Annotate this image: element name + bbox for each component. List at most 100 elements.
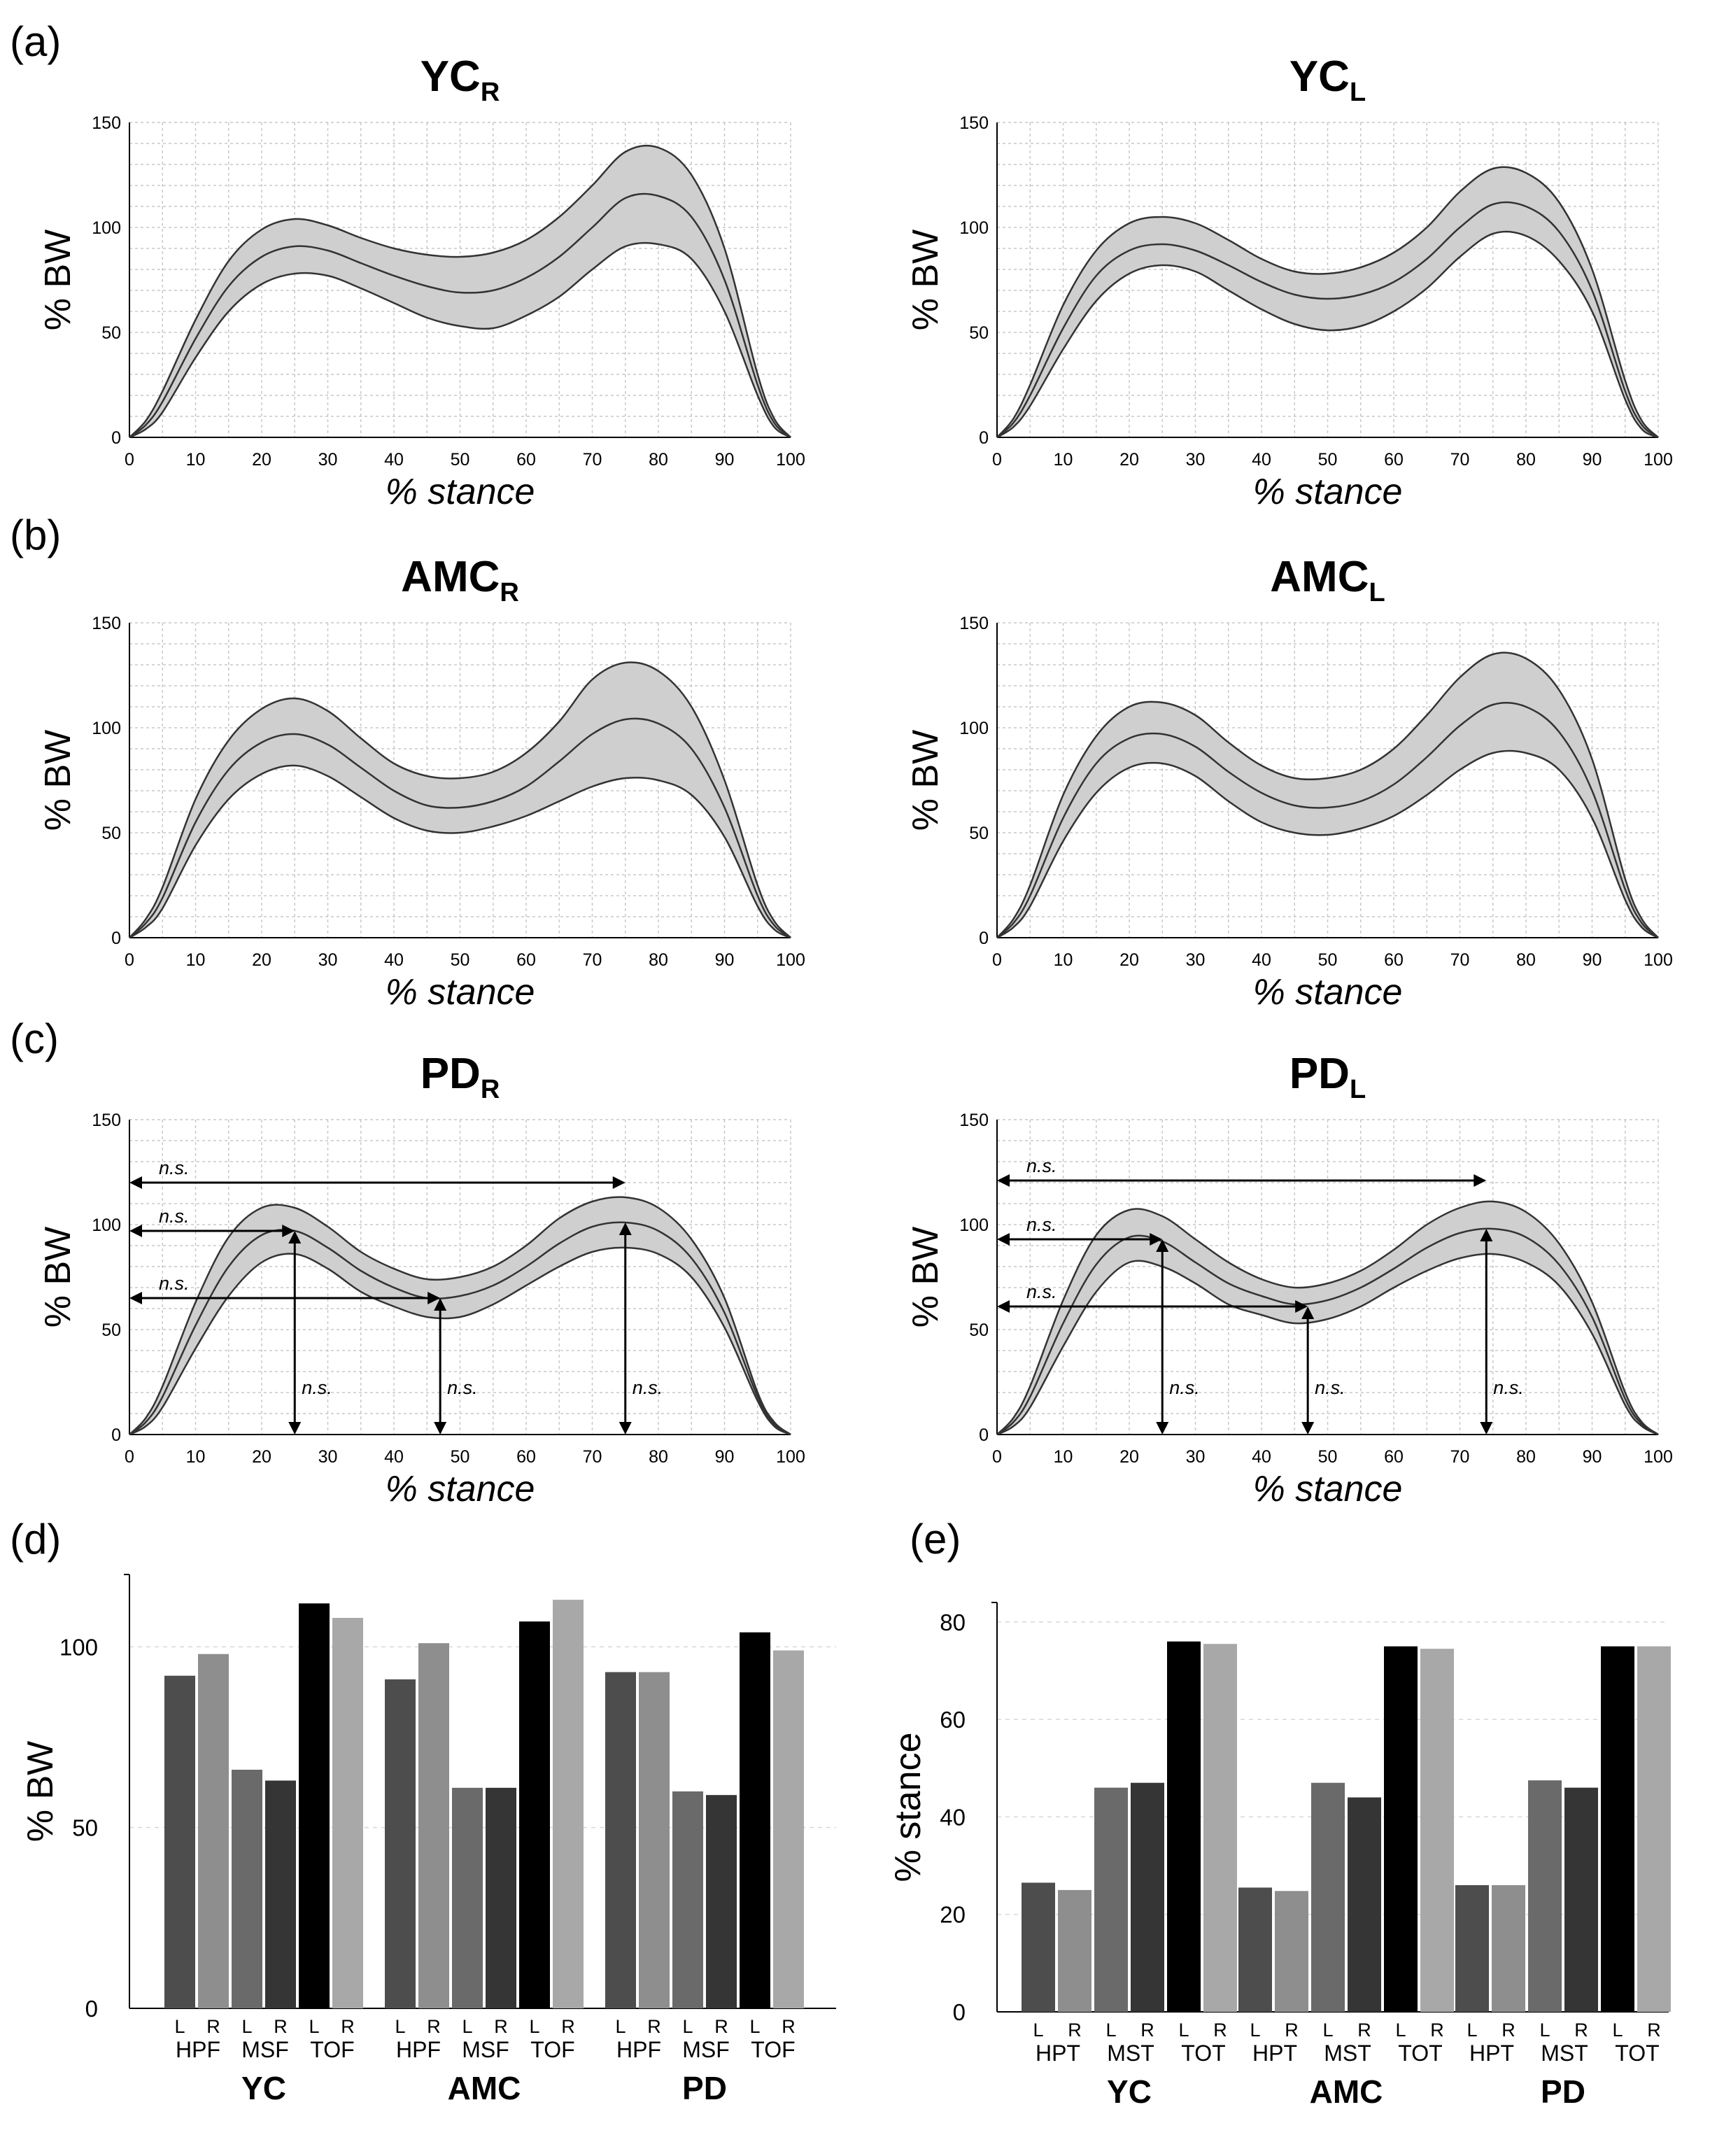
- x-axis-label: % stance: [1253, 972, 1403, 1013]
- x-tick-label: 20: [252, 1447, 271, 1467]
- side-label: R: [1430, 2020, 1444, 2041]
- panel-letter-b: (b): [10, 512, 61, 558]
- y-tick-label: 0: [111, 1425, 121, 1445]
- chart-title-subscript: R: [481, 1075, 500, 1104]
- x-tick-label: 80: [649, 450, 668, 470]
- sd-band: [129, 661, 791, 939]
- group-label: YC: [241, 2070, 286, 2106]
- bar: [1131, 1782, 1164, 2012]
- bar: [1094, 1787, 1128, 2012]
- side-label: R: [206, 2016, 220, 2037]
- x-tick-label: 10: [186, 450, 206, 470]
- bar: [740, 1632, 770, 2008]
- side-label: R: [1501, 2020, 1515, 2041]
- side-label: R: [782, 2016, 796, 2037]
- bar: [672, 1791, 703, 2008]
- ns-label: n.s.: [447, 1377, 478, 1398]
- bar: [1528, 1780, 1562, 2012]
- y-tick-label: 50: [969, 824, 989, 843]
- bar: [773, 1650, 804, 2008]
- subgroup-label: HPT: [1036, 2041, 1080, 2066]
- side-label: L: [1178, 2020, 1189, 2041]
- x-tick-label: 60: [1384, 450, 1404, 470]
- arrow-head: [428, 1292, 441, 1304]
- y-tick-label: 100: [959, 1216, 989, 1235]
- x-tick-label: 90: [1583, 450, 1602, 470]
- ns-annotation: n.s.: [434, 1298, 478, 1435]
- x-axis-label: % stance: [1253, 472, 1403, 512]
- bar: [332, 1618, 363, 2008]
- bar: [1058, 1889, 1091, 2012]
- x-tick-label: 10: [1054, 1447, 1073, 1467]
- side-label: R: [561, 2016, 575, 2037]
- y-axis-label: % BW: [905, 730, 946, 831]
- bar: [1311, 1782, 1345, 2012]
- side-label: L: [1105, 2020, 1116, 2041]
- x-tick-label: 60: [516, 450, 536, 470]
- arrow-head: [997, 1300, 1010, 1313]
- x-tick-label: 60: [1384, 950, 1404, 970]
- x-tick-label: 80: [1516, 450, 1536, 470]
- arrow-head: [1156, 1239, 1169, 1252]
- ns-label: n.s.: [1026, 1281, 1057, 1302]
- x-axis-label: % stance: [1253, 1469, 1403, 1509]
- side-label: L: [241, 2016, 252, 2037]
- bar: [706, 1795, 737, 2008]
- y-tick-label: 50: [72, 1815, 98, 1841]
- x-tick-label: 40: [1252, 1447, 1271, 1467]
- x-tick-label: 70: [583, 1447, 602, 1467]
- group-label: AMC: [448, 2070, 521, 2106]
- side-label: L: [395, 2016, 405, 2037]
- x-tick-label: 0: [125, 950, 134, 970]
- x-tick-label: 60: [516, 1447, 536, 1467]
- chart-title: AMCR: [401, 553, 519, 607]
- y-tick-label: 100: [92, 218, 121, 238]
- chart-title: AMCL: [1270, 553, 1385, 607]
- side-label: L: [309, 2016, 319, 2037]
- x-tick-label: 20: [252, 450, 271, 470]
- y-tick-label: 0: [111, 929, 121, 948]
- side-label: L: [749, 2016, 760, 2037]
- x-tick-label: 0: [125, 450, 134, 470]
- x-tick-label: 50: [1318, 950, 1338, 970]
- mean-curve: [996, 702, 1659, 938]
- side-label: L: [1033, 2020, 1043, 2041]
- subgroup-label: TOT: [1615, 2041, 1659, 2066]
- y-tick-label: 0: [979, 1425, 989, 1445]
- x-tick-label: 10: [1054, 450, 1073, 470]
- x-tick-label: 90: [715, 450, 735, 470]
- bar: [519, 1621, 550, 2008]
- x-tick-label: 80: [1516, 1447, 1536, 1467]
- sd-band: [129, 144, 791, 439]
- bar: [1492, 1884, 1525, 2012]
- arrow-head: [619, 1422, 632, 1435]
- x-tick-label: 50: [451, 450, 470, 470]
- subgroup-label: HPF: [396, 2037, 441, 2062]
- bar: [265, 1780, 296, 2008]
- x-tick-label: 40: [384, 1447, 404, 1467]
- x-tick-label: 60: [516, 950, 536, 970]
- ns-annotation: n.s.: [997, 1155, 1487, 1187]
- arrow-head: [129, 1225, 142, 1237]
- ns-label: n.s.: [1315, 1377, 1345, 1398]
- x-tick-label: 100: [1644, 950, 1673, 970]
- x-tick-label: 80: [649, 1447, 668, 1467]
- x-tick-label: 0: [125, 1447, 134, 1467]
- x-tick-label: 80: [649, 950, 668, 970]
- chart-title: PDR: [421, 1050, 500, 1104]
- arrow-head: [1480, 1229, 1493, 1241]
- chart-title: PDL: [1289, 1050, 1366, 1104]
- x-axis-label: % stance: [386, 972, 535, 1013]
- side-label: R: [1647, 2020, 1661, 2041]
- x-tick-label: 100: [776, 1447, 805, 1467]
- y-tick-label: 100: [92, 719, 121, 738]
- y-tick-label: 0: [111, 428, 121, 448]
- x-tick-label: 90: [1583, 1447, 1602, 1467]
- y-tick-label: 100: [59, 1634, 98, 1660]
- subgroup-label: MST: [1324, 2041, 1371, 2066]
- bar: [452, 1787, 483, 2008]
- x-tick-label: 40: [384, 950, 404, 970]
- x-tick-label: 30: [1186, 950, 1206, 970]
